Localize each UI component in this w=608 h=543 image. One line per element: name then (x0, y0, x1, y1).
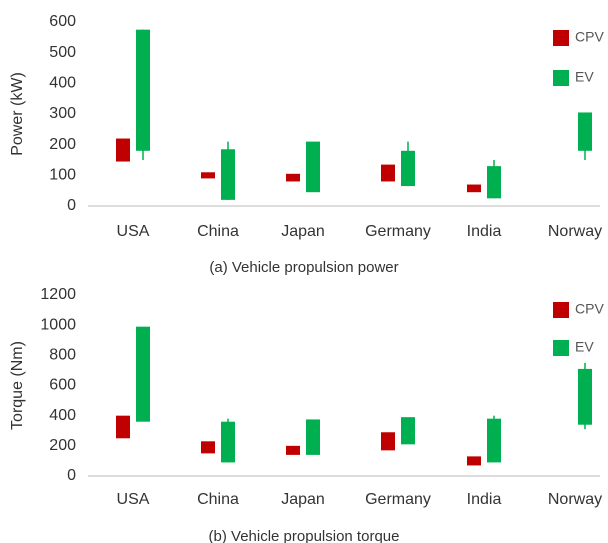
range-bar (381, 164, 395, 182)
x-tick-label: USA (117, 491, 150, 508)
range-bar (136, 326, 150, 422)
legend-swatch (553, 340, 569, 356)
range-bar (286, 445, 300, 455)
x-tick-label: Germany (365, 223, 431, 240)
range-bar (578, 368, 592, 425)
y-tick-label: 300 (49, 105, 76, 122)
range-bar (381, 432, 395, 451)
y-tick-label: 400 (49, 407, 76, 424)
range-bar (286, 173, 300, 182)
range-bar (401, 417, 415, 445)
x-tick-label: USA (117, 223, 150, 240)
legend-swatch (553, 30, 569, 46)
legend-swatch (553, 302, 569, 318)
y-tick-label: 0 (67, 467, 76, 484)
y-axis-label: Torque (Nm) (9, 341, 26, 430)
chart-title: (a) Vehicle propulsion power (209, 259, 398, 276)
x-tick-label: Germany (365, 491, 431, 508)
x-tick-label: Norway (548, 223, 602, 240)
y-tick-label: 200 (49, 437, 76, 454)
y-tick-label: 100 (49, 167, 76, 184)
y-tick-label: 400 (49, 75, 76, 92)
x-tick-label: China (197, 491, 239, 508)
y-tick-label: 0 (67, 197, 76, 214)
range-bar (136, 29, 150, 151)
range-bar (116, 138, 130, 162)
range-bar (306, 141, 320, 193)
x-tick-label: Japan (281, 223, 325, 240)
y-axis-label: Power (kW) (9, 72, 26, 156)
x-tick-label: India (467, 223, 502, 240)
x-tick-label: Japan (281, 491, 325, 508)
range-bar (467, 184, 481, 193)
legend-label: CPV (575, 29, 604, 45)
y-tick-label: 600 (49, 13, 76, 30)
range-bar (116, 415, 130, 439)
x-tick-label: China (197, 223, 239, 240)
legend-label: EV (575, 69, 594, 85)
legend-label: EV (575, 339, 594, 355)
range-bar (578, 112, 592, 151)
range-bar (201, 172, 215, 179)
range-bar (467, 456, 481, 466)
range-bar (221, 421, 235, 463)
y-tick-label: 800 (49, 347, 76, 364)
range-bar (306, 419, 320, 455)
y-tick-label: 1200 (40, 286, 76, 303)
x-tick-label: Norway (548, 491, 602, 508)
y-tick-label: 1000 (40, 316, 76, 333)
y-tick-label: 500 (49, 44, 76, 61)
chart-title: (b) Vehicle propulsion torque (209, 528, 400, 543)
y-tick-label: 200 (49, 136, 76, 153)
legend-label: CPV (575, 301, 604, 317)
range-bar (221, 149, 235, 200)
range-bar (487, 418, 501, 463)
range-bar (401, 150, 415, 187)
range-bar (487, 166, 501, 199)
legend-swatch (553, 70, 569, 86)
x-tick-label: India (467, 491, 502, 508)
y-tick-label: 600 (49, 377, 76, 394)
range-bar (201, 441, 215, 454)
